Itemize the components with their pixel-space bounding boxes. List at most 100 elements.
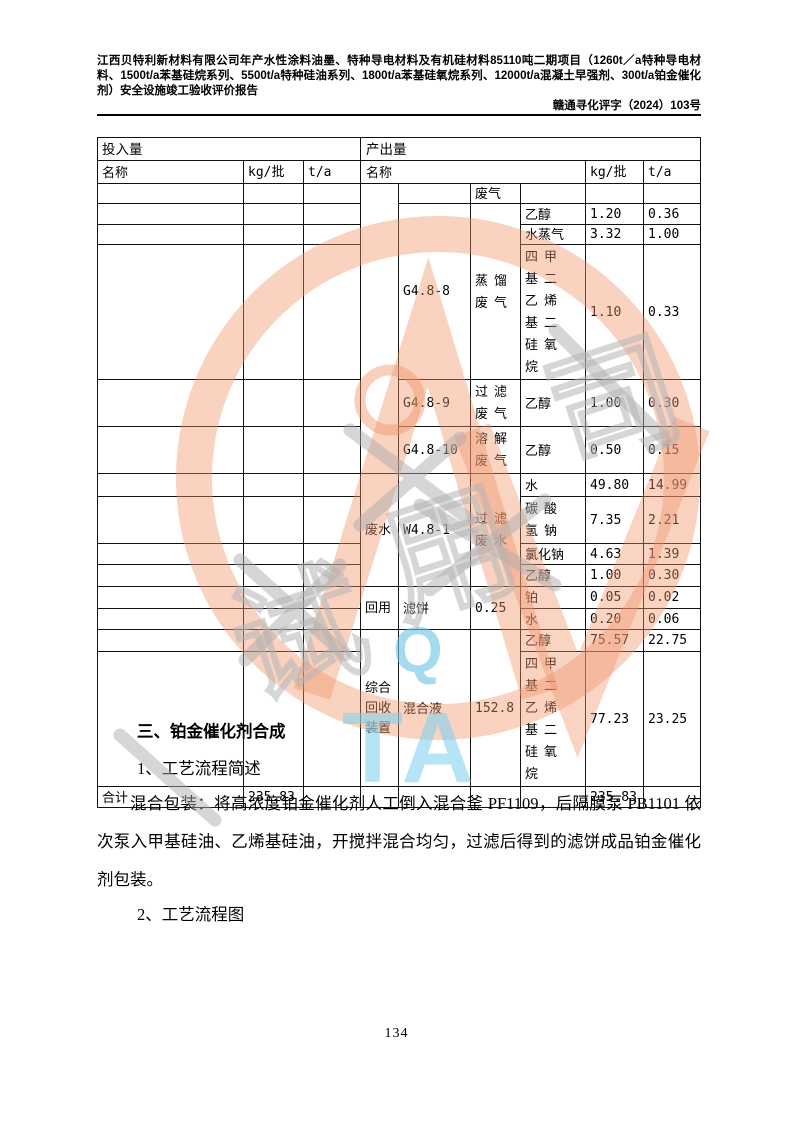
- empty-cell: [303, 379, 361, 427]
- empty-cell: [303, 586, 361, 609]
- empty-cell: [303, 651, 361, 787]
- cell-reuse-stream: 滤饼: [398, 586, 471, 630]
- process-paragraph: 混合包装：将高浓度铂金催化剂人工倒入混合釜 PF1109，后隔膜泵 PB1101…: [97, 794, 701, 889]
- cell-ta: 0.30: [642, 564, 702, 587]
- empty-cell: [97, 203, 244, 225]
- empty-cell: [243, 496, 304, 544]
- empty-cell: [303, 543, 361, 565]
- cell-reuse-amount: 0.25: [470, 586, 521, 630]
- total-output-kg: 235.83: [585, 786, 644, 808]
- empty-cell: [243, 608, 304, 630]
- empty-cell: [97, 651, 244, 787]
- table-row: 水蒸气 3.32 1.00: [97, 224, 702, 245]
- empty-cell: [97, 586, 244, 609]
- table-row: 废气: [97, 183, 702, 474]
- report-header: 江西贝特利新材料有限公司年产水性涂料油墨、特种导电材料及有机硅材料85110吨二…: [97, 54, 701, 114]
- cell-stream-filter-gas: 过滤废气: [470, 379, 521, 427]
- empty-cell: [303, 224, 361, 245]
- header-divider: [97, 114, 701, 116]
- table-row: 回用 滤饼 0.25 铂 0.05 0.02: [97, 586, 702, 630]
- empty-cell: [243, 183, 304, 204]
- cell-kg: 0.20: [585, 608, 644, 630]
- empty-cell: [243, 426, 304, 474]
- cell-substance: 水蒸气: [520, 224, 586, 245]
- io-quantity-table: 投入量 产出量 名称 kg/批 t/a 名称 kg/批 t/a 废气: [97, 137, 702, 808]
- empty-cell: [303, 203, 361, 225]
- cell-kg: 3.32: [585, 224, 644, 245]
- cell-code-w481: W4.8-1: [398, 473, 471, 587]
- cell-ta: 0.30: [642, 379, 702, 427]
- cell-stream-distill-gas: 蒸馏废气: [470, 203, 521, 380]
- empty-cell: [398, 183, 471, 204]
- empty-cell: [243, 379, 304, 427]
- total-label: 合计: [97, 786, 244, 808]
- cell-kg: 0.50: [585, 426, 644, 474]
- empty-cell: [303, 426, 361, 474]
- cell-substance: 乙醇: [520, 564, 586, 587]
- empty-cell: [97, 379, 244, 427]
- cell-substance: 乙醇: [520, 426, 586, 474]
- empty-cell: [243, 203, 304, 225]
- table-row: 氯化钠 4.63 1.39: [97, 543, 702, 565]
- cell-mixture-amount: 152.8: [470, 629, 521, 787]
- input-section-header: 投入量: [97, 137, 361, 161]
- cell-kg: 7.35: [585, 496, 644, 544]
- cell-substance: 碳酸氢钠: [520, 496, 586, 544]
- cell-substance: 乙醇: [520, 379, 586, 427]
- cell-kg: 1.00: [585, 379, 644, 427]
- cell-substance: 乙醇: [520, 629, 586, 652]
- input-name-header: 名称: [97, 160, 244, 184]
- cell-ta: 0.36: [642, 203, 702, 225]
- empty-cell: [243, 224, 304, 245]
- table-row: 投入量 产出量: [97, 137, 702, 161]
- empty-cell: [303, 629, 361, 652]
- cell-ta: 23.25: [642, 651, 702, 787]
- cell-substance: 铂: [520, 586, 586, 609]
- table-row-total: 合计 235.83 235.83: [97, 786, 702, 808]
- cell-code-g489: G4.8-9: [398, 379, 471, 427]
- cell-substance: 水: [520, 608, 586, 630]
- cell-stream-dissolve-gas: 溶解废气: [470, 426, 521, 474]
- empty-cell: [360, 183, 399, 474]
- cell-substance: 乙醇: [520, 203, 586, 225]
- cell-substance: 水: [520, 473, 586, 497]
- output-ta-header: t/a: [642, 160, 702, 184]
- empty-cell: [97, 183, 244, 204]
- report-title: 江西贝特利新材料有限公司年产水性涂料油墨、特种导电材料及有机硅材料85110吨二…: [97, 55, 701, 97]
- output-kg-header: kg/批: [585, 160, 644, 184]
- empty-cell: [97, 473, 244, 497]
- cell-kg: 49.80: [585, 473, 644, 497]
- input-kg-header: kg/批: [243, 160, 304, 184]
- cell-stream-filter-water: 过滤废水: [470, 473, 521, 587]
- section-title: 三、铂金催化剂合成: [137, 723, 286, 741]
- cell-waste-gas-label: 废气: [470, 183, 521, 204]
- empty-cell: [243, 473, 304, 497]
- cell-ta: 0.06: [642, 608, 702, 630]
- output-name-header: 名称: [360, 160, 586, 184]
- page-number: 134: [384, 1026, 409, 1041]
- table-row: 四甲基二乙烯基二硅氧烷 1.10 0.33: [97, 244, 702, 380]
- cell-kg: 75.57: [585, 629, 644, 652]
- body-text-block: 三、铂金催化剂合成 1、工艺流程简述 混合包装：将高浓度铂金催化剂人工倒入混合釜…: [97, 717, 701, 929]
- empty-cell: [243, 564, 304, 587]
- table-row: G4.8-10 溶解废气 乙醇 0.50 0.15: [97, 426, 702, 474]
- empty-cell: [642, 786, 702, 808]
- empty-cell: [243, 629, 304, 652]
- empty-cell: [97, 629, 244, 652]
- empty-cell: [303, 473, 361, 497]
- output-section-header: 产出量: [359, 137, 702, 161]
- empty-cell: [520, 183, 586, 204]
- cell-category-reuse: 回用: [360, 586, 399, 630]
- empty-cell: [303, 564, 361, 587]
- empty-cell: [243, 586, 304, 609]
- subsection-2: 2、工艺流程图: [137, 905, 245, 924]
- cell-ta: 1.00: [642, 224, 702, 245]
- empty-cell: [97, 426, 244, 474]
- empty-cell: [303, 244, 361, 380]
- table-row: 四甲基二乙烯基二硅氧烷 77.23 23.25: [97, 651, 702, 787]
- cell-ta: 0.33: [642, 244, 702, 380]
- empty-cell: [97, 543, 244, 565]
- cell-kg: 1.20: [585, 203, 644, 225]
- doc-number: 赣通寻化评字（2024）103号: [546, 99, 701, 114]
